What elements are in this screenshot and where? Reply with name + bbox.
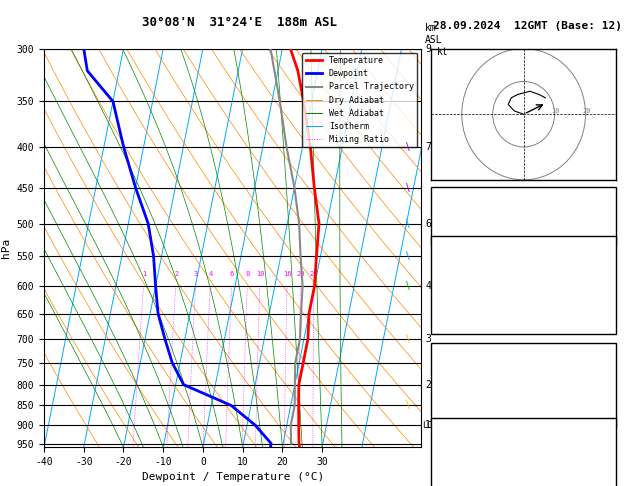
Text: 0: 0 xyxy=(608,415,613,424)
Text: 20: 20 xyxy=(296,272,305,278)
Text: \: \ xyxy=(406,251,409,261)
Text: 3: 3 xyxy=(425,334,431,344)
Text: Mixing Ratio (g/kg): Mixing Ratio (g/kg) xyxy=(462,192,472,304)
Text: Surface: Surface xyxy=(503,240,544,249)
Text: Temp (°C): Temp (°C) xyxy=(434,253,487,263)
Text: 28.09.2024  12GMT (Base: 12): 28.09.2024 12GMT (Base: 12) xyxy=(433,21,621,31)
Text: 9: 9 xyxy=(425,44,431,53)
Text: 0: 0 xyxy=(608,401,613,411)
Text: \: \ xyxy=(406,142,409,152)
Text: PW (cm): PW (cm) xyxy=(434,232,475,242)
Text: Dewp (°C): Dewp (°C) xyxy=(434,267,487,277)
Text: 989: 989 xyxy=(596,360,613,370)
Text: LCL: LCL xyxy=(422,420,437,430)
Text: \: \ xyxy=(406,281,409,291)
Text: 6: 6 xyxy=(425,219,431,228)
Text: © weatheronline.co.uk: © weatheronline.co.uk xyxy=(465,471,589,481)
Text: EH: EH xyxy=(434,435,446,445)
Text: CAPE (J): CAPE (J) xyxy=(434,308,481,317)
Text: \: \ xyxy=(406,334,409,344)
Text: 11: 11 xyxy=(601,476,613,486)
Text: 23: 23 xyxy=(601,253,613,263)
Text: 25: 25 xyxy=(601,218,613,228)
Text: Totals Totals: Totals Totals xyxy=(434,218,510,228)
Y-axis label: hPa: hPa xyxy=(1,238,11,258)
Text: 3: 3 xyxy=(194,272,198,278)
Text: 7: 7 xyxy=(425,142,431,152)
Text: θₑ(K): θₑ(K) xyxy=(434,280,464,290)
Text: 16: 16 xyxy=(283,272,291,278)
Text: \: \ xyxy=(406,183,409,192)
Text: km
ASL: km ASL xyxy=(425,23,443,45)
Legend: Temperature, Dewpoint, Parcel Trajectory, Dry Adiabat, Wet Adiabat, Isotherm, Mi: Temperature, Dewpoint, Parcel Trajectory… xyxy=(303,53,417,147)
Text: 2: 2 xyxy=(174,272,179,278)
Text: 20: 20 xyxy=(582,107,591,114)
Text: 2: 2 xyxy=(425,380,431,390)
Text: 8: 8 xyxy=(245,272,250,278)
Text: 1.63: 1.63 xyxy=(590,232,613,242)
X-axis label: Dewpoint / Temperature (°C): Dewpoint / Temperature (°C) xyxy=(142,472,324,483)
Text: 6: 6 xyxy=(230,272,234,278)
Text: 1: 1 xyxy=(425,420,431,430)
Text: K: K xyxy=(434,205,440,214)
Text: 10: 10 xyxy=(256,272,264,278)
Text: θₑ (K): θₑ (K) xyxy=(434,374,469,383)
Text: 333: 333 xyxy=(596,374,613,383)
Text: Lifted Index: Lifted Index xyxy=(434,387,504,397)
Text: StmSpd (kt): StmSpd (kt) xyxy=(434,476,499,486)
Text: -9: -9 xyxy=(601,205,613,214)
Text: 333: 333 xyxy=(596,280,613,290)
Text: 0: 0 xyxy=(608,321,613,331)
Text: SREH: SREH xyxy=(434,449,457,459)
Text: CIN (J): CIN (J) xyxy=(434,415,475,424)
Text: 1: 1 xyxy=(142,272,147,278)
Text: 30°08'N  31°24'E  188m ASL: 30°08'N 31°24'E 188m ASL xyxy=(142,16,337,29)
Text: 0: 0 xyxy=(608,308,613,317)
Text: CIN (J): CIN (J) xyxy=(434,321,475,331)
Text: 255°: 255° xyxy=(590,463,613,472)
Text: kt: kt xyxy=(437,47,449,57)
Text: StmDir: StmDir xyxy=(434,463,469,472)
Text: CAPE (J): CAPE (J) xyxy=(434,401,481,411)
Text: 4: 4 xyxy=(425,281,431,291)
Text: 4: 4 xyxy=(209,272,213,278)
Text: 32: 32 xyxy=(601,449,613,459)
Text: 6: 6 xyxy=(608,294,613,304)
Text: Hodograph: Hodograph xyxy=(497,422,550,432)
Text: 10: 10 xyxy=(552,107,560,114)
Text: \: \ xyxy=(406,400,409,410)
Text: 17.1: 17.1 xyxy=(590,267,613,277)
Text: 25: 25 xyxy=(310,272,318,278)
Text: Most Unstable: Most Unstable xyxy=(486,347,562,356)
Text: -6: -6 xyxy=(601,435,613,445)
Text: \: \ xyxy=(406,219,409,228)
Text: Lifted Index: Lifted Index xyxy=(434,294,504,304)
Text: Pressure (mb): Pressure (mb) xyxy=(434,360,510,370)
Text: 6: 6 xyxy=(608,387,613,397)
